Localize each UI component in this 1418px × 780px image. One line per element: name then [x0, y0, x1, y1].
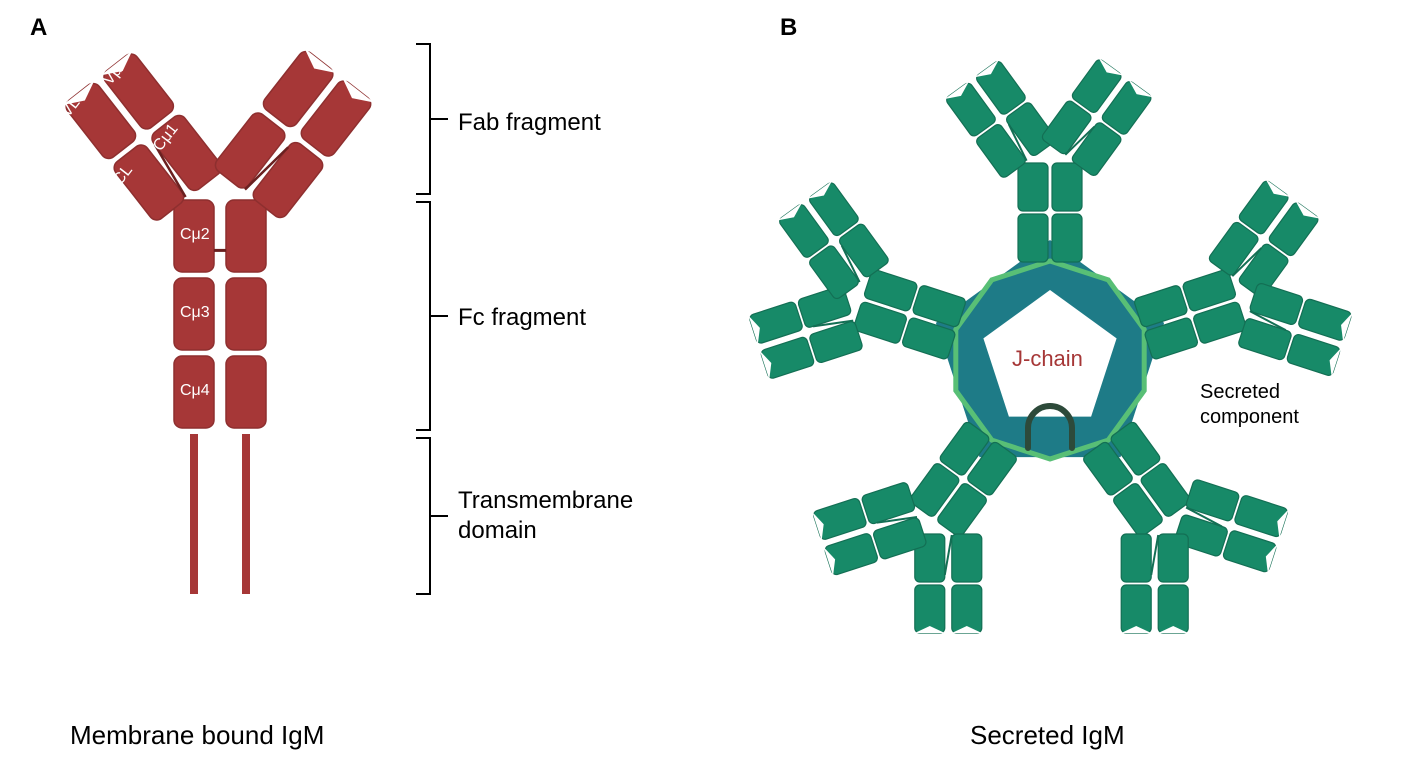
fc-label: Fc fragment — [458, 303, 586, 333]
jchain-label: J-chain — [1012, 346, 1083, 372]
panel-b-caption: Secreted IgM — [970, 720, 1125, 751]
panel-a-caption: Membrane bound IgM — [70, 720, 324, 751]
domain-label: Cμ3 — [180, 304, 210, 322]
domain-label: Cμ2 — [180, 226, 210, 244]
secreted-component-label: Secreted component — [1200, 380, 1299, 430]
panel-b-label: B — [780, 14, 797, 42]
panel-a-label: A — [30, 14, 47, 42]
domain-label: Cμ4 — [180, 382, 210, 400]
tm-label: Transmembrane domain — [458, 486, 633, 546]
fab-label: Fab fragment — [458, 108, 601, 138]
